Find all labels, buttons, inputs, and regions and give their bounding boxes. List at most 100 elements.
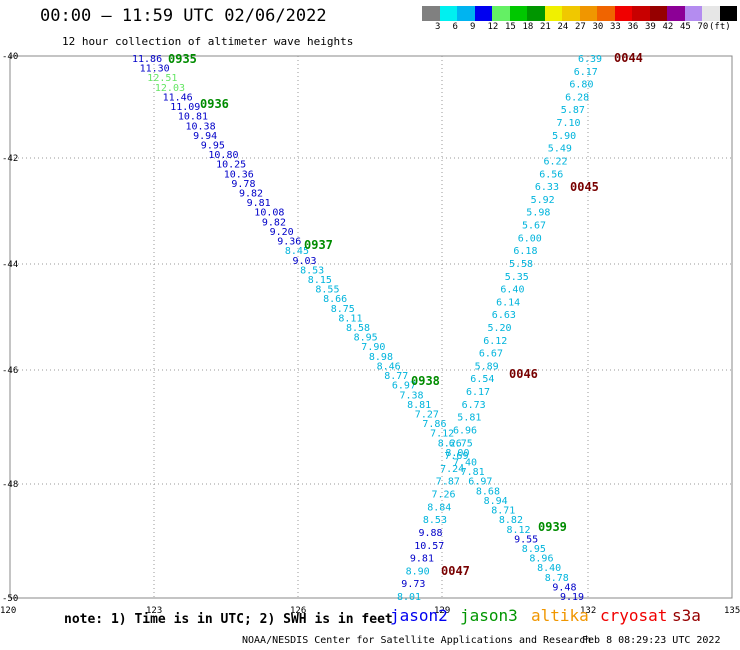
color-swatch	[667, 6, 685, 21]
wave-height-label: 8.26	[438, 438, 462, 449]
wave-height-label: 5.81	[457, 413, 481, 424]
wave-height-label: 8.71	[491, 506, 515, 517]
wave-height-label: 7.24	[440, 464, 464, 475]
wave-height-label: 5.49	[548, 144, 572, 155]
longitude-label: 126	[290, 606, 306, 616]
color-scale-label: 39	[645, 22, 656, 32]
legend-jason2: jason2	[390, 606, 448, 625]
color-scale-label: 36	[627, 22, 639, 32]
color-swatch	[719, 6, 737, 21]
wave-height-label: 9.19	[560, 592, 584, 603]
pass-time-label: 0937	[304, 238, 333, 252]
wave-height-label: 9.95	[201, 141, 225, 152]
wave-height-label: 7.87	[436, 477, 460, 488]
wave-height-label: 6.28	[565, 92, 589, 103]
wave-height-label: 6.56	[539, 169, 563, 180]
color-scale-label: 21	[540, 22, 551, 32]
wave-height-label: 5.98	[526, 208, 550, 219]
color-scale-label: 9	[470, 22, 476, 32]
wave-height-label: 5.89	[475, 361, 499, 372]
wave-height-label: 8.75	[331, 304, 355, 315]
wave-height-label: 8.00	[445, 448, 469, 459]
wave-height-label: 12.03	[155, 83, 185, 94]
color-swatch	[492, 6, 510, 21]
color-scale-swatches	[422, 6, 740, 21]
wave-height-label: 5.87	[561, 105, 585, 116]
wave-height-label: 6.22	[544, 157, 568, 168]
wave-height-label: 11.30	[140, 64, 170, 75]
color-swatch	[614, 6, 632, 21]
wave-height-label: 8.94	[484, 496, 508, 507]
pass-time-label: 0939	[538, 520, 567, 534]
wave-height-label: 8.53	[423, 515, 447, 526]
wave-height-label: 8.53	[300, 265, 324, 276]
wave-height-label: 8.84	[427, 502, 451, 513]
wave-height-label: 6.97	[392, 381, 416, 392]
wave-height-label: 9.82	[239, 189, 263, 200]
color-swatch	[579, 6, 597, 21]
legend-jason3: jason3	[460, 606, 518, 625]
wave-height-label: 8.77	[384, 371, 408, 382]
credit-line: NOAA/NESDIS Center for Satellite Applica…	[242, 635, 592, 646]
wave-height-label: 10.36	[224, 169, 254, 180]
wave-height-label: 7.81	[461, 467, 485, 478]
wave-height-label: 7.40	[453, 458, 477, 469]
color-scale-label: 24	[557, 22, 569, 32]
color-swatch	[474, 6, 492, 21]
wave-height-label: 11.46	[163, 92, 193, 103]
color-scale-label: 42	[662, 22, 674, 32]
wave-height-label: 9.78	[231, 179, 255, 190]
color-swatch	[509, 6, 527, 21]
wave-height-label: 5.58	[509, 259, 533, 270]
color-scale-unit: (ft)	[709, 22, 731, 32]
pass-time-label: 0045	[570, 180, 599, 194]
wave-height-label: 8.82	[499, 515, 523, 526]
wave-height-label: 6.17	[466, 387, 490, 398]
longitude-label: 135	[724, 606, 740, 616]
color-swatch	[422, 6, 440, 21]
wave-height-label: 7.27	[415, 410, 439, 421]
latitude-label: -46	[2, 366, 18, 376]
wave-height-label: 8.55	[315, 285, 339, 296]
wave-height-label: 10.25	[216, 160, 246, 171]
wave-height-label: 6.75	[449, 438, 473, 449]
color-swatch	[457, 6, 475, 21]
color-scale-label: 12	[487, 22, 499, 32]
longitude-label: 123	[146, 606, 162, 616]
wave-height-label: 9.81	[410, 554, 434, 565]
wave-height-label: 6.67	[479, 349, 503, 360]
wave-height-label: 5.20	[488, 323, 512, 334]
wave-height-label: 6.97	[468, 477, 492, 488]
wave-height-label: 9.94	[193, 131, 217, 142]
wave-height-label: 9.88	[419, 528, 443, 539]
wave-height-label: 8.46	[377, 361, 401, 372]
pass-time-label: 0938	[411, 374, 440, 388]
map-subtitle: 12 hour collection of altimeter wave hei…	[62, 35, 354, 48]
wave-height-label: 8.95	[522, 544, 546, 555]
wave-height-label: 6.18	[513, 246, 537, 257]
wave-height-label: 8.01	[397, 592, 421, 603]
wave-height-label: 10.81	[178, 112, 208, 123]
wave-height-label: 8.81	[407, 400, 431, 411]
wave-height-label: 6.17	[574, 67, 598, 78]
latitude-label: -40	[2, 52, 18, 62]
wave-height-label: 8.58	[346, 323, 370, 334]
wave-height-label: 10.57	[414, 541, 444, 552]
legend-cryosat: cryosat	[600, 606, 668, 625]
wave-height-label: 8.40	[537, 563, 561, 574]
wave-height-label: 8.68	[476, 486, 500, 497]
wave-height-label: 9.73	[401, 579, 425, 590]
color-scale-label: 33	[610, 22, 621, 32]
color-scale-label: 15	[505, 22, 516, 32]
wave-height-label: 12.51	[147, 73, 177, 84]
longitude-label: 132	[580, 606, 596, 616]
map-frame	[9, 55, 733, 599]
wave-height-label: 9.03	[293, 256, 317, 267]
wave-height-label: 8.66	[323, 294, 347, 305]
wave-height-label: 8.98	[369, 352, 393, 363]
wave-height-label: 6.96	[453, 426, 477, 437]
generated-timestamp: Feb 8 08:29:23 UTC 2022	[582, 635, 721, 646]
color-swatch	[597, 6, 615, 21]
color-swatch	[702, 6, 720, 21]
